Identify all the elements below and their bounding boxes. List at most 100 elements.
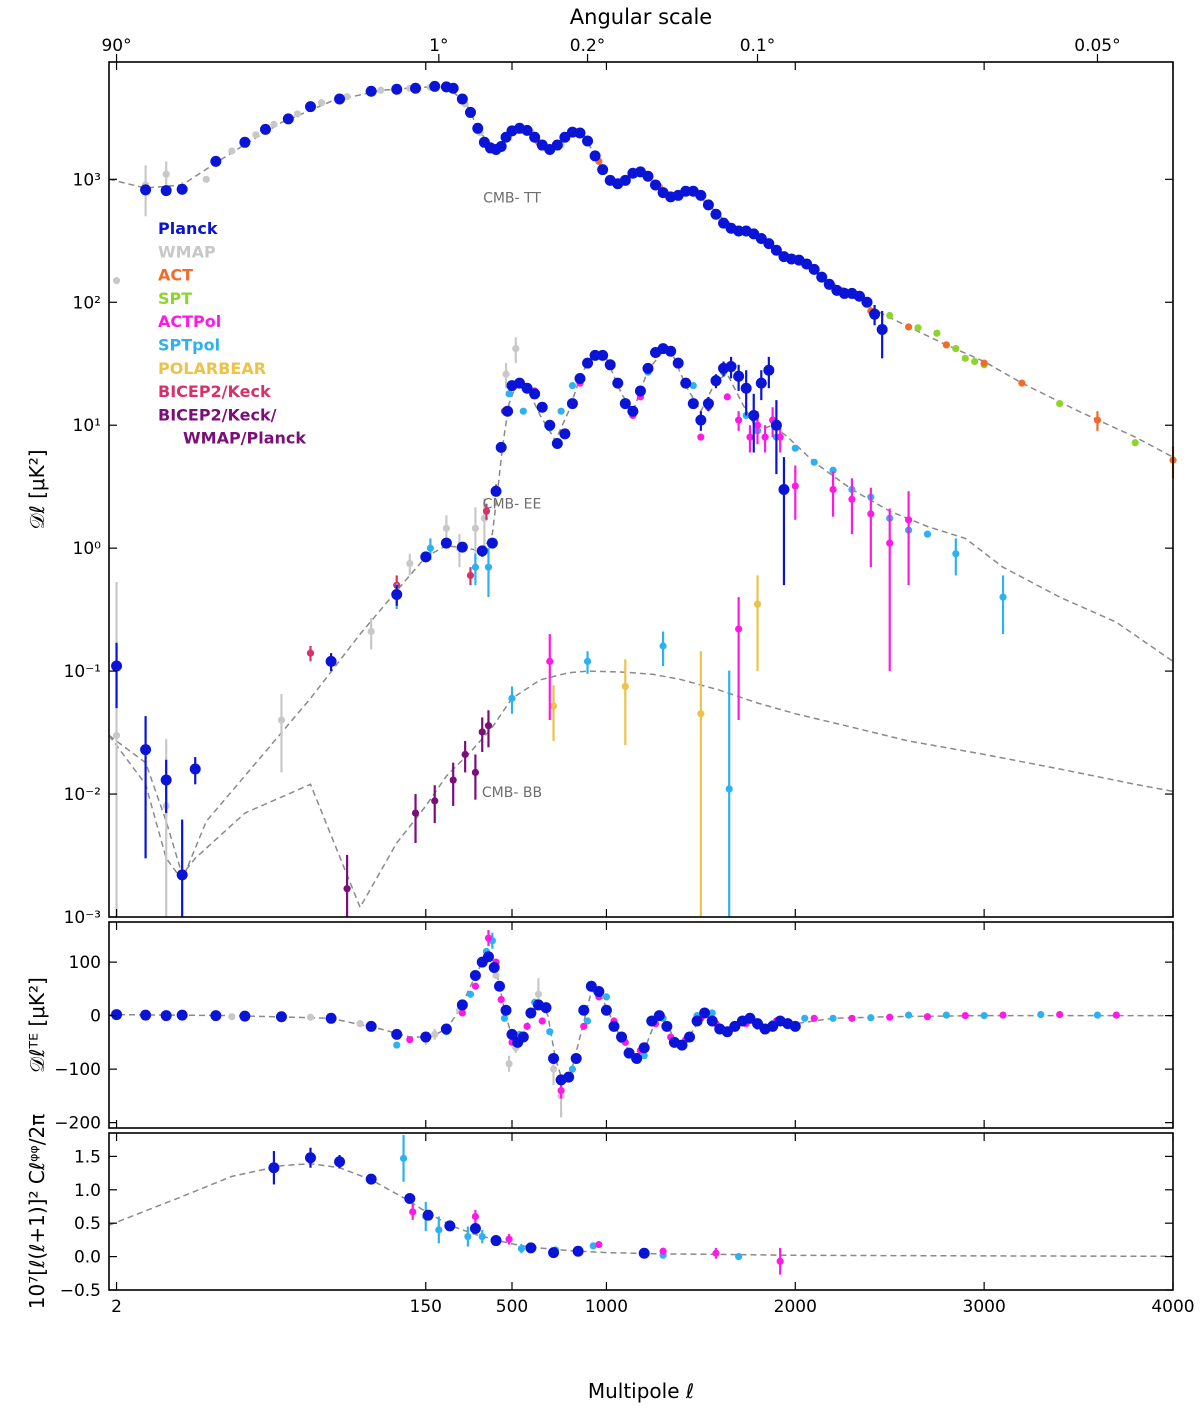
data-point [650, 179, 662, 191]
data-point [600, 1004, 612, 1016]
data-point [440, 1023, 452, 1035]
data-point [210, 1010, 222, 1022]
data-point [699, 1007, 711, 1019]
data-point [608, 1020, 620, 1032]
data-point [305, 1152, 316, 1164]
y-tick-label: −0.5 [60, 1281, 101, 1301]
data-point [447, 82, 459, 94]
series-planck-ee [111, 343, 790, 917]
data-point [306, 649, 315, 657]
y-tick-label: 10⁻² [64, 785, 101, 805]
series-polarbear-bb [549, 575, 762, 917]
data-point [486, 537, 498, 549]
top-tick-label: 0.2° [570, 36, 606, 56]
series-planck [111, 951, 801, 1086]
panel-frame-3 [108, 1132, 1174, 1291]
data-point [471, 982, 480, 990]
data-point [521, 124, 533, 136]
data-point [702, 199, 714, 211]
data-point [642, 170, 654, 182]
data-point [961, 1012, 969, 1020]
data-point [589, 150, 601, 162]
data-point [791, 444, 799, 452]
data-point [740, 382, 752, 394]
model-curves [108, 86, 1174, 1258]
data-point [583, 1017, 592, 1025]
y-tick-label: 1.0 [74, 1181, 101, 1201]
data-point [816, 271, 828, 283]
data-point [505, 390, 513, 398]
data-point [406, 1036, 414, 1044]
y-axis-title-3: 10⁷[ℓ(ℓ+1)]² Cℓᵠᵠ/2π [25, 1114, 49, 1309]
data-point [923, 1013, 932, 1021]
data-point [612, 377, 624, 389]
data-point [886, 1013, 894, 1021]
y-tick-label: 10³ [73, 170, 101, 190]
data-point [268, 1162, 280, 1174]
y-tick-label: 1.5 [74, 1147, 101, 1167]
data-point [829, 485, 837, 494]
y-tick-label: 10⁰ [73, 539, 102, 559]
data-point [563, 1071, 575, 1083]
data-point [574, 127, 586, 139]
series-actpol [406, 930, 1120, 1099]
data-point [399, 1154, 408, 1162]
data-point [404, 1192, 416, 1204]
legend-entry: BICEP2/Keck [158, 382, 271, 401]
data-point [710, 375, 722, 387]
data-point [640, 1052, 648, 1060]
y-tick-label: 0.0 [74, 1248, 101, 1268]
data-point [277, 716, 286, 724]
data-point [431, 1030, 439, 1038]
series-planck [268, 1147, 650, 1259]
data-point [456, 93, 468, 105]
data-point [1037, 1010, 1045, 1019]
data-point [391, 588, 403, 600]
data-point [999, 593, 1007, 601]
data-point [377, 86, 385, 94]
series-planck-tt [140, 80, 888, 359]
model-curve-te [108, 952, 1173, 1084]
series-wmap [112, 971, 565, 1118]
top-tick-label: 0.1° [740, 36, 776, 56]
data-point [886, 539, 894, 547]
y-tick-label: 10¹ [73, 416, 101, 436]
data-point [431, 797, 439, 805]
data-point [494, 980, 506, 992]
data-point [867, 1014, 875, 1022]
data-point [1131, 439, 1139, 447]
data-point [442, 524, 450, 532]
data-point [776, 1257, 784, 1265]
data-point [525, 1242, 537, 1254]
data-point [365, 1173, 377, 1185]
data-point [999, 1011, 1007, 1019]
data-point [952, 344, 960, 353]
data-point [471, 524, 480, 532]
data-point [506, 1028, 518, 1040]
data-point [559, 428, 571, 440]
y-tick-label: −200 [54, 1114, 101, 1134]
y-tick-label: 10² [73, 293, 101, 313]
y-tick-label: −100 [54, 1060, 101, 1080]
data-point [770, 244, 782, 256]
data-point [621, 682, 629, 691]
data-point [210, 155, 222, 167]
data-point [500, 1014, 509, 1022]
data-point [602, 993, 611, 1001]
y-tick-label: 10⁻¹ [64, 662, 101, 682]
data-point [572, 1245, 584, 1257]
data-point [411, 809, 420, 817]
data-point [789, 1020, 801, 1032]
data-point [259, 123, 271, 135]
data-point [980, 1012, 988, 1020]
annotation-cmb-tt: CMB- TT [483, 190, 541, 206]
data-point [546, 1028, 554, 1036]
model-curve-tt [108, 86, 1174, 458]
x-tick-label: 3000 [963, 1297, 1006, 1317]
data-point [140, 744, 152, 756]
angular-scale-title: Angular scale [570, 5, 712, 29]
data-point [923, 530, 932, 538]
data-point [365, 85, 377, 97]
